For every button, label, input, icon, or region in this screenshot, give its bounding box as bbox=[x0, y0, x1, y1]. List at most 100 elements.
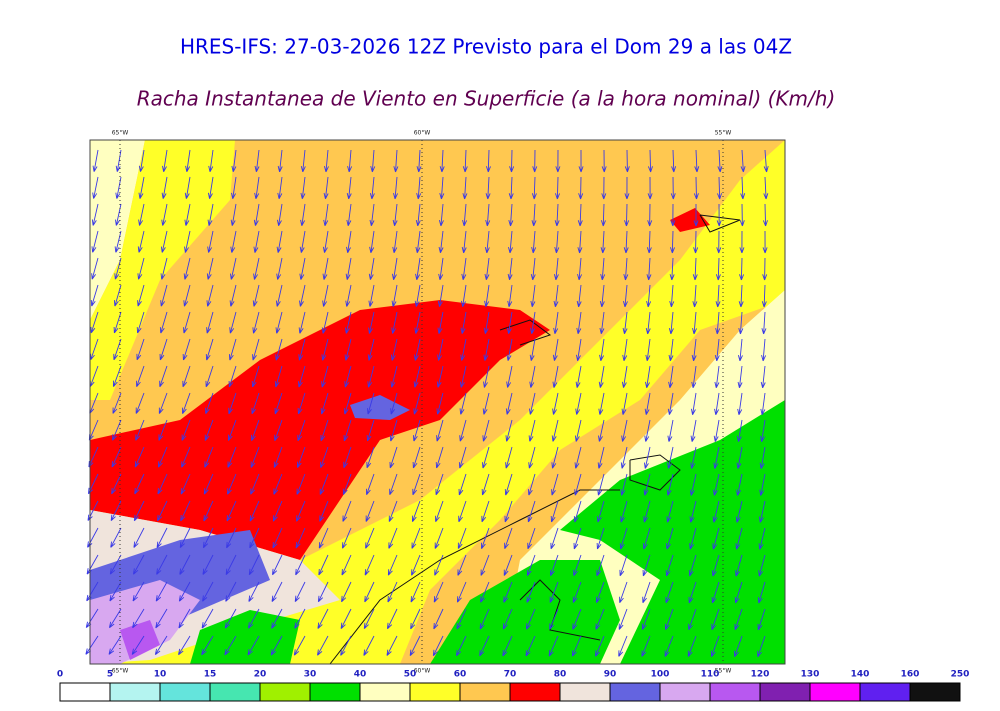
wind-arrow bbox=[642, 554, 651, 577]
wind-arrow bbox=[411, 527, 421, 549]
wind-arrow bbox=[758, 554, 766, 577]
wind-arrow bbox=[180, 500, 191, 522]
wind-arrow bbox=[231, 149, 237, 173]
wind-arrow bbox=[692, 311, 697, 335]
wind-arrow bbox=[367, 365, 375, 388]
colorbar-swatch bbox=[109, 682, 161, 702]
wind-arrow bbox=[509, 149, 515, 173]
wind-arrow bbox=[459, 419, 467, 442]
wind-arrow bbox=[201, 635, 214, 656]
wind-arrow bbox=[462, 176, 468, 200]
wind-arrow bbox=[572, 581, 582, 603]
wind-arrow bbox=[225, 581, 237, 602]
wind-arrow bbox=[734, 608, 743, 631]
colorbar-label: 15 bbox=[204, 670, 217, 680]
wind-arrow bbox=[110, 527, 122, 548]
wind-arrow bbox=[160, 257, 168, 280]
wind-arrow bbox=[502, 635, 513, 657]
wind-arrow bbox=[343, 392, 352, 415]
wind-arrow bbox=[526, 608, 536, 630]
wind-arrow bbox=[370, 149, 376, 173]
wind-arrow bbox=[155, 581, 168, 602]
wind-arrow bbox=[619, 527, 628, 550]
wind-arrow bbox=[299, 284, 306, 307]
wind-arrow bbox=[135, 419, 145, 441]
colorbar-label: 50 bbox=[404, 670, 417, 680]
wind-arrow bbox=[548, 635, 559, 657]
wind-arrow bbox=[345, 257, 352, 280]
wind-arrow bbox=[437, 338, 444, 361]
wind-arrow bbox=[228, 338, 237, 361]
wind-arrow bbox=[436, 392, 444, 415]
wind-arrow bbox=[481, 500, 490, 523]
wind-arrow bbox=[716, 203, 722, 227]
wind-arrow bbox=[92, 149, 99, 172]
wind-arrow bbox=[435, 473, 444, 496]
wind-arrow bbox=[414, 284, 421, 307]
wind-arrow bbox=[529, 365, 536, 388]
wind-arrow bbox=[644, 419, 651, 442]
wind-arrow bbox=[667, 392, 674, 415]
wind-arrow bbox=[178, 581, 191, 602]
wind-arrow bbox=[713, 446, 720, 469]
wind-arrow bbox=[623, 230, 629, 254]
wind-arrow bbox=[342, 500, 352, 522]
wind-arrow bbox=[206, 257, 214, 280]
wind-arrow bbox=[274, 392, 283, 415]
wind-arrow bbox=[391, 284, 398, 307]
wind-arrow bbox=[91, 203, 99, 226]
wind-arrow bbox=[275, 338, 283, 361]
wind-arrow bbox=[367, 338, 375, 361]
wind-arrow bbox=[298, 338, 306, 361]
wind-arrow bbox=[272, 527, 283, 549]
wind-arrow bbox=[413, 419, 421, 442]
wind-arrow bbox=[530, 257, 536, 281]
wind-arrow bbox=[736, 446, 743, 469]
wind-arrow bbox=[181, 419, 191, 441]
wind-arrow bbox=[484, 230, 490, 254]
colorbar-label: 130 bbox=[801, 670, 820, 680]
wind-arrow bbox=[183, 284, 191, 307]
wind-arrow bbox=[761, 311, 767, 335]
wind-arrow bbox=[527, 473, 536, 496]
wind-arrow bbox=[670, 230, 675, 254]
wind-arrow bbox=[276, 257, 283, 280]
wind-arrow bbox=[434, 554, 444, 576]
wind-arrow bbox=[670, 203, 676, 227]
wind-arrow bbox=[735, 554, 743, 577]
map-frame bbox=[89, 139, 786, 665]
wind-arrow bbox=[294, 608, 306, 629]
wind-arrows bbox=[85, 149, 769, 658]
wind-arrow bbox=[457, 527, 467, 549]
wind-arrow bbox=[737, 392, 743, 415]
wind-arrow bbox=[693, 230, 699, 254]
wind-arrow bbox=[622, 284, 628, 308]
wind-arrow bbox=[272, 500, 283, 522]
wind-arrow bbox=[692, 257, 698, 281]
wind-arrow bbox=[111, 473, 122, 495]
wind-arrow bbox=[506, 338, 513, 361]
wind-arrow bbox=[133, 527, 145, 548]
wind-arrow bbox=[577, 203, 583, 227]
colorbar-label: 140 bbox=[851, 670, 870, 680]
wind-arrow bbox=[550, 500, 559, 523]
wind-arrow bbox=[527, 500, 536, 523]
wind-arrow bbox=[409, 635, 421, 657]
wind-arrow bbox=[528, 419, 536, 442]
wind-arrow bbox=[90, 338, 99, 361]
wind-arrow bbox=[757, 581, 766, 604]
wind-arrow bbox=[271, 581, 283, 602]
wind-arrow bbox=[508, 230, 513, 254]
wind-arrow bbox=[159, 365, 168, 388]
wind-arrow bbox=[436, 365, 444, 388]
wind-arrow bbox=[207, 203, 214, 226]
colorbar-swatch bbox=[609, 682, 661, 702]
wind-arrow bbox=[619, 554, 628, 577]
wind-arrow bbox=[369, 203, 375, 227]
wind-arrow bbox=[157, 473, 168, 495]
wind-arrow bbox=[411, 500, 421, 522]
wind-arrow bbox=[551, 473, 559, 496]
wind-arrow bbox=[158, 392, 168, 414]
wind-arrow bbox=[321, 338, 329, 361]
wind-arrow bbox=[416, 149, 422, 173]
